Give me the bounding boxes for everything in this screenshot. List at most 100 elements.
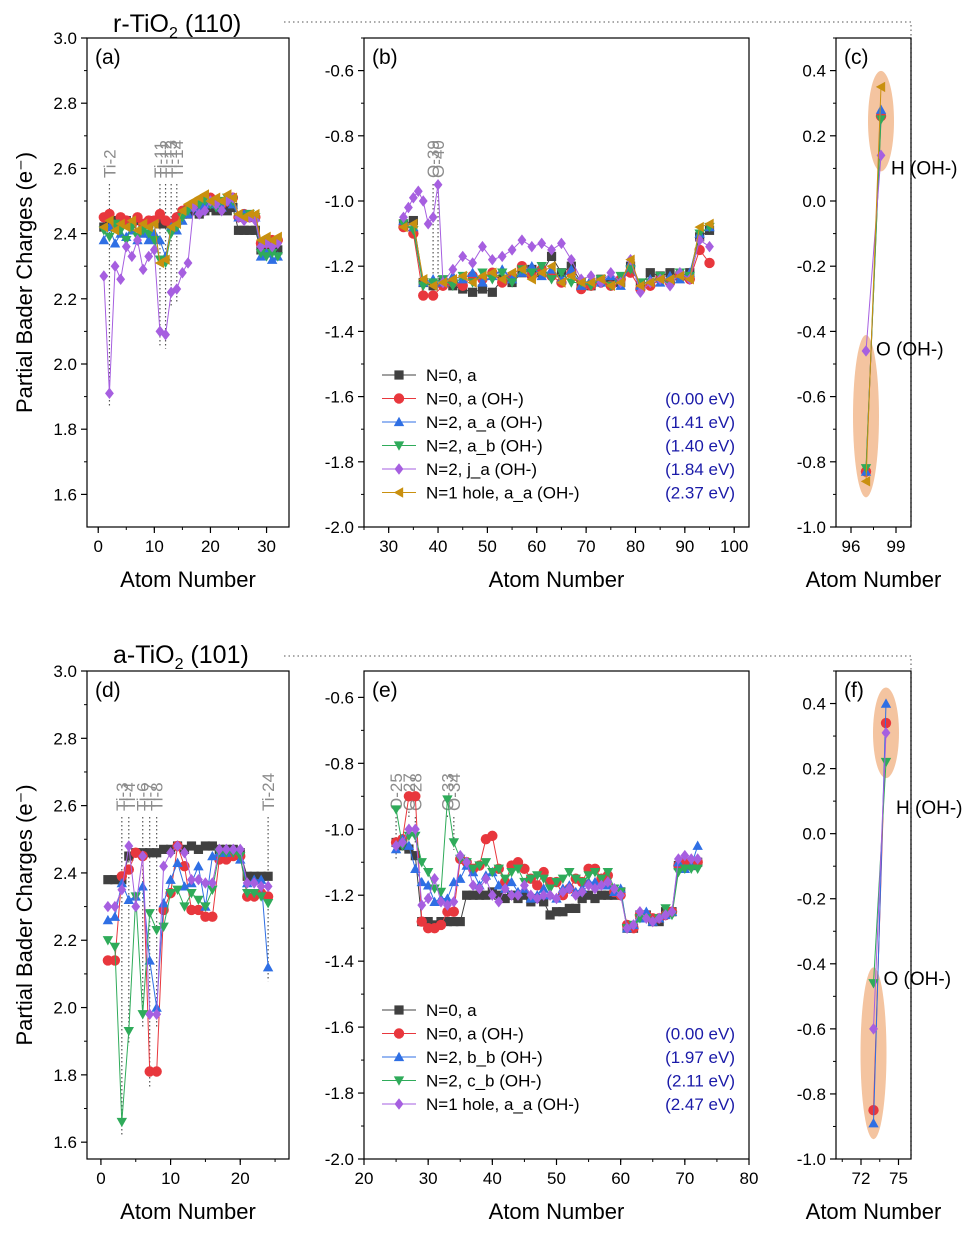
y-tick-label: -2.0 — [325, 1150, 354, 1169]
data-point — [109, 238, 121, 248]
data-point — [250, 225, 260, 235]
data-point — [576, 877, 588, 888]
data-point — [98, 221, 108, 233]
data-point — [423, 218, 433, 230]
data-point — [199, 189, 209, 200]
y-tick-label: -0.6 — [797, 1020, 826, 1039]
data-point — [200, 205, 210, 217]
series-group — [860, 81, 887, 487]
data-point — [616, 889, 626, 901]
panel-c: 96 99 -1.0 -0.8 -0.6 -0.4 -0.2 0.0 0.2 0.4 Atom Nu… — [797, 37, 957, 592]
data-point — [635, 905, 645, 918]
data-point — [468, 890, 478, 900]
data-point — [571, 889, 581, 901]
data-point — [138, 850, 148, 862]
data-point — [583, 890, 594, 900]
axes-frame — [835, 670, 912, 1160]
data-point — [155, 325, 165, 338]
atom-annotation: Ti-6 — [134, 782, 153, 811]
data-point — [526, 274, 536, 285]
data-point — [211, 198, 221, 210]
x-axis-label: Atom Number — [489, 1199, 625, 1224]
data-point — [207, 841, 217, 851]
data-point — [585, 277, 596, 288]
y-tick-label: 2.2 — [53, 931, 77, 950]
data-point — [193, 895, 204, 906]
data-point — [564, 903, 574, 914]
legend-energy: (1.41 eV) — [665, 413, 735, 432]
data-point — [680, 849, 690, 862]
data-point — [116, 877, 128, 888]
data-point — [144, 250, 154, 263]
data-point — [661, 909, 671, 921]
data-point — [221, 843, 231, 856]
data-point — [875, 81, 886, 93]
panel-label: (a) — [95, 46, 121, 69]
y-tick-label: -0.6 — [325, 62, 354, 81]
y-tick-label: 2.6 — [53, 159, 77, 178]
data-point — [457, 270, 467, 282]
data-point — [404, 823, 414, 835]
panel-label: (e) — [372, 679, 398, 702]
atom-annotation: Ti-12 — [157, 140, 176, 178]
data-point — [654, 912, 664, 925]
data-point — [448, 263, 458, 276]
data-point — [179, 902, 190, 912]
legend-marker — [394, 1005, 404, 1015]
data-point — [233, 225, 244, 235]
data-point — [880, 757, 892, 768]
y-tick-label: -2.0 — [325, 518, 354, 537]
data-point — [539, 889, 549, 901]
data-point — [467, 277, 477, 288]
data-point — [427, 290, 439, 301]
data-point — [235, 843, 245, 856]
axes-frame — [363, 37, 750, 528]
x-axis-label: Atom Number — [806, 567, 942, 592]
data-point — [194, 873, 203, 886]
o-atom-ellipse — [853, 334, 879, 498]
data-point — [172, 885, 183, 895]
atom-annotation: O-25 — [387, 773, 406, 811]
series-line — [865, 86, 882, 482]
data-point — [481, 873, 491, 885]
data-point — [222, 206, 232, 216]
data-point — [138, 263, 148, 276]
data-point — [493, 880, 504, 890]
data-point — [102, 936, 114, 946]
x-axis-label: Atom Number — [489, 567, 625, 592]
data-point — [151, 925, 162, 936]
atom-annotation: O-33 — [438, 773, 457, 811]
y-tick-label: 2.0 — [53, 355, 77, 374]
data-point — [577, 893, 587, 904]
x-tick-label: 100 — [720, 537, 748, 556]
y-tick-label: -1.8 — [325, 453, 354, 472]
data-point — [532, 880, 543, 891]
data-point — [399, 211, 408, 224]
data-point — [408, 215, 418, 226]
data-point — [526, 261, 538, 271]
y-tick-label: -0.2 — [797, 890, 826, 909]
data-point — [458, 250, 468, 263]
data-point — [250, 208, 260, 220]
y-tick-label: 2.4 — [53, 225, 77, 244]
series-group — [398, 178, 715, 301]
x-tick-label: 80 — [626, 537, 645, 556]
data-point — [694, 244, 705, 256]
data-point — [109, 942, 121, 953]
data-point — [262, 899, 274, 909]
x-tick-label: 60 — [611, 1169, 630, 1188]
data-point — [98, 234, 110, 245]
data-point — [609, 882, 619, 895]
group-annotation: O (OH-) — [884, 969, 952, 990]
data-point — [186, 841, 197, 851]
series-line — [107, 852, 269, 1123]
data-point — [487, 830, 498, 842]
data-point — [410, 831, 421, 842]
y-tick-label: 0.0 — [802, 192, 826, 211]
data-point — [103, 900, 113, 913]
y-axis-label: Partial Bader Charges (e⁻) — [12, 784, 37, 1045]
panel-d: 0 10 20 1.6 1.8 2.0 2.2 2.4 2.6 2.8 3.0 Atom Number… — [12, 662, 290, 1224]
legend-marker — [393, 393, 405, 404]
data-point — [200, 877, 210, 889]
x-tick-label: 20 — [201, 537, 220, 556]
